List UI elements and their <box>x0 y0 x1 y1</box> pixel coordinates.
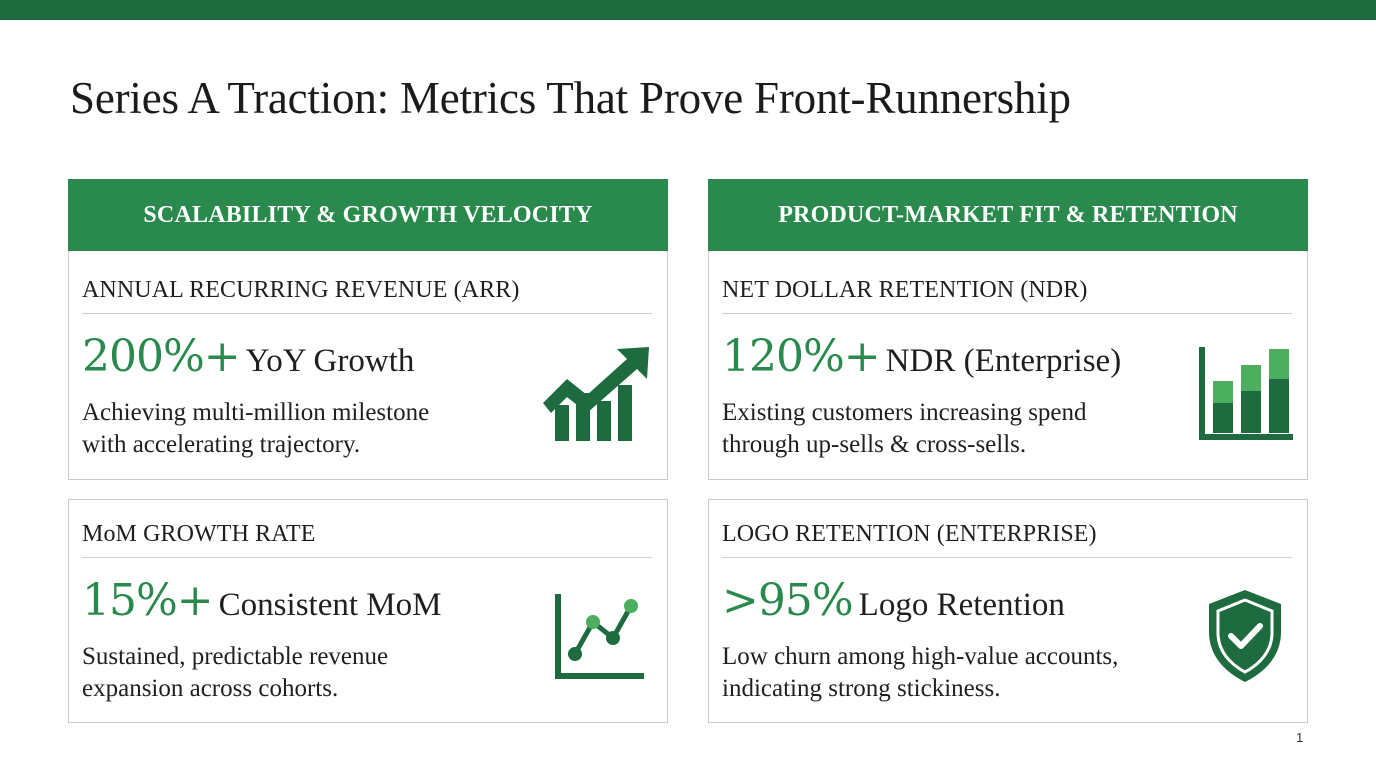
metric-value: >95% <box>722 575 854 626</box>
headline: 120%+ NDR (Enterprise) <box>722 331 1121 382</box>
shield-check-icon <box>1209 590 1281 682</box>
description-line: Achieving multi-million milestone <box>82 399 430 426</box>
description-line: indicating strong stickiness. <box>722 675 1001 702</box>
metric-description: Existing customers increasing spend thro… <box>722 397 1162 461</box>
metric-label: Logo Retention <box>858 587 1065 623</box>
description-line: Existing customers increasing spend <box>722 399 1087 426</box>
metric-label: Consistent MoM <box>218 587 442 623</box>
description-line: Low churn among high-value accounts, <box>722 643 1119 670</box>
headline: 15%+ Consistent MoM <box>82 575 441 626</box>
growth-bars-arrow-icon <box>543 347 649 441</box>
metric-label: YoY Growth <box>245 343 415 379</box>
card-arr: ANNUAL RECURRING REVENUE (ARR) 200%+ YoY … <box>68 251 668 480</box>
divider <box>722 557 1292 558</box>
metric-value: 120%+ <box>722 331 881 382</box>
card-mom-growth: MoM GROWTH RATE 15%+ Consistent MoM Susta… <box>68 499 668 723</box>
metric-value: 15%+ <box>82 575 214 626</box>
card-ndr: NET DOLLAR RETENTION (NDR) 120%+ NDR (Ent… <box>708 251 1308 480</box>
column-header-retention: PRODUCT-MARKET FIT & RETENTION <box>708 179 1308 251</box>
metric-value: 200%+ <box>82 331 241 382</box>
metric-description: Low churn among high-value accounts, ind… <box>722 641 1162 705</box>
metric-description: Achieving multi-million milestone with a… <box>82 397 522 461</box>
stacked-bar-chart-icon <box>1199 347 1293 440</box>
headline: >95% Logo Retention <box>722 575 1065 626</box>
description-line: with accelerating trajectory. <box>82 431 361 458</box>
metric-title: MoM GROWTH RATE <box>82 521 316 547</box>
description-line: Sustained, predictable revenue <box>82 643 389 670</box>
metric-description: Sustained, predictable revenue expansion… <box>82 641 522 705</box>
headline: 200%+ YoY Growth <box>82 331 414 382</box>
metric-label: NDR (Enterprise) <box>885 343 1122 379</box>
page-number: 1 <box>1296 730 1304 745</box>
column-header-scalability: SCALABILITY & GROWTH VELOCITY <box>68 179 668 251</box>
line-chart-icon <box>555 594 644 679</box>
metric-title: NET DOLLAR RETENTION (NDR) <box>722 277 1088 303</box>
metric-title: LOGO RETENTION (ENTERPRISE) <box>722 521 1097 547</box>
slide-title: Series A Traction: Metrics That Prove Fr… <box>70 73 1071 123</box>
divider <box>82 557 652 558</box>
top-accent-bar <box>0 0 1376 20</box>
description-line: expansion across cohorts. <box>82 675 339 702</box>
card-logo-retention: LOGO RETENTION (ENTERPRISE) >95% Logo Ret… <box>708 499 1308 723</box>
divider <box>722 313 1292 314</box>
metric-title: ANNUAL RECURRING REVENUE (ARR) <box>82 277 520 303</box>
divider <box>82 313 652 314</box>
description-line: through up-sells & cross-sells. <box>722 431 1027 458</box>
